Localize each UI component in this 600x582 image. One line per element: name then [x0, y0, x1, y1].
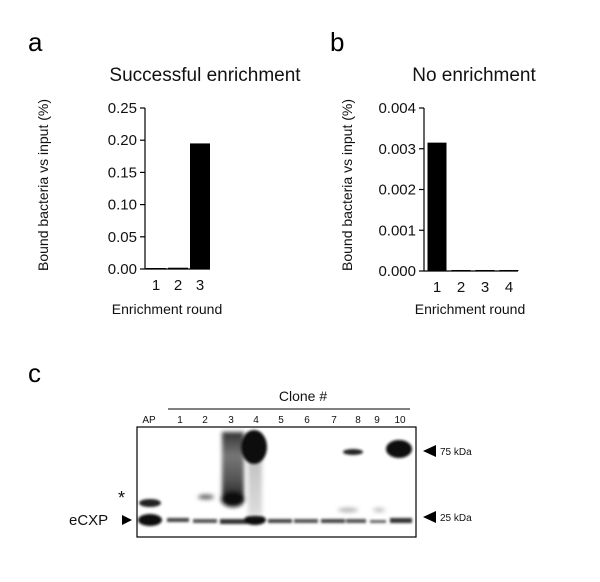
chart-a-bar-1 [146, 268, 166, 269]
chart-b-ytick-label: 0.003 [378, 141, 416, 158]
blot-lane-label: 10 [394, 415, 406, 426]
blot-lane-label: 2 [202, 415, 208, 426]
blot-lane-label: 4 [253, 415, 259, 426]
chart-a-xtick-label: 2 [174, 277, 182, 294]
blot-lane-label: 5 [278, 415, 284, 426]
chart-b-bar-4 [499, 270, 519, 271]
panel-letter-a: a [28, 27, 43, 57]
chart-a-bar-2 [168, 267, 188, 269]
blot-lane-label: 1 [177, 415, 183, 426]
chart-a-bar-3 [190, 143, 210, 269]
chart-b-ytick-label: 0.000 [378, 263, 416, 280]
chart-a-ytick-label: 0.05 [108, 229, 137, 246]
blot-lane-label: AP [142, 415, 156, 426]
chart-a-xtick-label: 1 [152, 277, 160, 294]
blot-lane-label: 3 [228, 415, 234, 426]
blot-clone-header: Clone # [279, 388, 327, 404]
chart-b-bar-3 [475, 270, 495, 271]
chart-a-title: Successful enrichment [109, 65, 301, 86]
blot-bands-25kda [138, 499, 412, 526]
marker-25kda-arrow [423, 511, 436, 523]
panel-letter-b: b [330, 27, 344, 57]
blot-ecxp-arrow [122, 515, 132, 525]
chart-a-ytick-label: 0.10 [108, 197, 137, 214]
chart-b-y-axis-label: Bound bacteria vs input (%) [339, 99, 355, 271]
chart-b-bar-2 [451, 270, 471, 271]
blot-bands-75kda [241, 430, 412, 464]
blot-lane-label: 9 [374, 415, 380, 426]
marker-75kda-label: 75 kDa [440, 447, 472, 458]
chart-a-xtick-label: 3 [196, 277, 204, 294]
chart-a-x-axis-label: Enrichment round [112, 301, 223, 317]
chart-b-x-axis-label: Enrichment round [415, 301, 526, 317]
chart-a-ytick-label: 0.20 [108, 132, 137, 149]
blot-lane-label: 6 [304, 415, 310, 426]
blot-lane-label: 7 [331, 415, 337, 426]
blot-star-label: * [118, 488, 125, 508]
western-blot-panel: Clone # AP 1 2 3 4 5 6 7 8 9 10 [69, 388, 472, 538]
chart-b-xtick-label: 1 [433, 279, 441, 296]
chart-b-ytick-label: 0.004 [378, 100, 416, 117]
chart-a-ytick-label: 0.25 [108, 100, 137, 117]
chart-b-title: No enrichment [412, 65, 536, 86]
panel-letter-c: c [28, 358, 41, 388]
chart-successful-enrichment: Successful enrichment 0.00 0.05 0.10 0.15 0.… [35, 65, 301, 317]
chart-b-ytick-label: 0.002 [378, 182, 416, 199]
chart-b-xtick-label: 4 [505, 279, 513, 296]
chart-b-xtick-label: 3 [481, 279, 489, 296]
blot-ecxp-label: eCXP [69, 512, 108, 529]
chart-no-enrichment: No enrichment 0.0000.0010.0020.0030.004 … [339, 65, 536, 317]
chart-b-bar-1 [427, 142, 447, 271]
chart-a-y-axis-label: Bound bacteria vs input (%) [35, 99, 51, 271]
chart-a-ytick-label: 0.00 [108, 261, 137, 278]
chart-b-xtick-label: 2 [457, 279, 465, 296]
blot-lane-label: 8 [355, 415, 361, 426]
chart-a-ytick-label: 0.15 [108, 164, 137, 181]
marker-75kda-arrow [423, 445, 436, 457]
chart-b-ytick-label: 0.001 [378, 222, 416, 239]
marker-25kda-label: 25 kDa [440, 513, 472, 524]
